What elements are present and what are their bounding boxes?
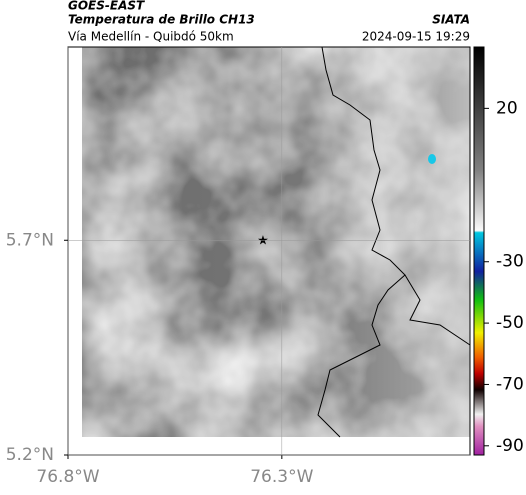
x-tick-label: 76.8°W bbox=[36, 467, 99, 487]
datetime: 2024-09-15 19:29 bbox=[362, 30, 470, 44]
colorbar-label: -30 bbox=[496, 252, 524, 272]
colorbar bbox=[473, 46, 485, 456]
source: SIATA bbox=[432, 13, 470, 27]
location-marker: ★ bbox=[257, 234, 269, 249]
cold-cloud bbox=[428, 154, 436, 164]
border bbox=[317, 46, 406, 438]
x-tick-label: 76.3°W bbox=[250, 467, 313, 487]
colorbar-label: -90 bbox=[496, 436, 524, 456]
colorbar-label: -50 bbox=[496, 313, 524, 333]
colorbar-label: 20 bbox=[496, 98, 518, 118]
satellite: GOES-EAST bbox=[68, 0, 145, 13]
colorbar-label: -70 bbox=[496, 374, 524, 394]
title: Temperatura de Brillo CH13 bbox=[68, 13, 255, 27]
region: Vía Medellín - Quibdó 50km bbox=[68, 30, 234, 44]
satellite-image bbox=[82, 47, 470, 437]
y-tick-label: 5.7°N bbox=[6, 230, 54, 250]
border bbox=[404, 274, 471, 346]
y-tick-label: 5.2°N bbox=[6, 445, 54, 465]
